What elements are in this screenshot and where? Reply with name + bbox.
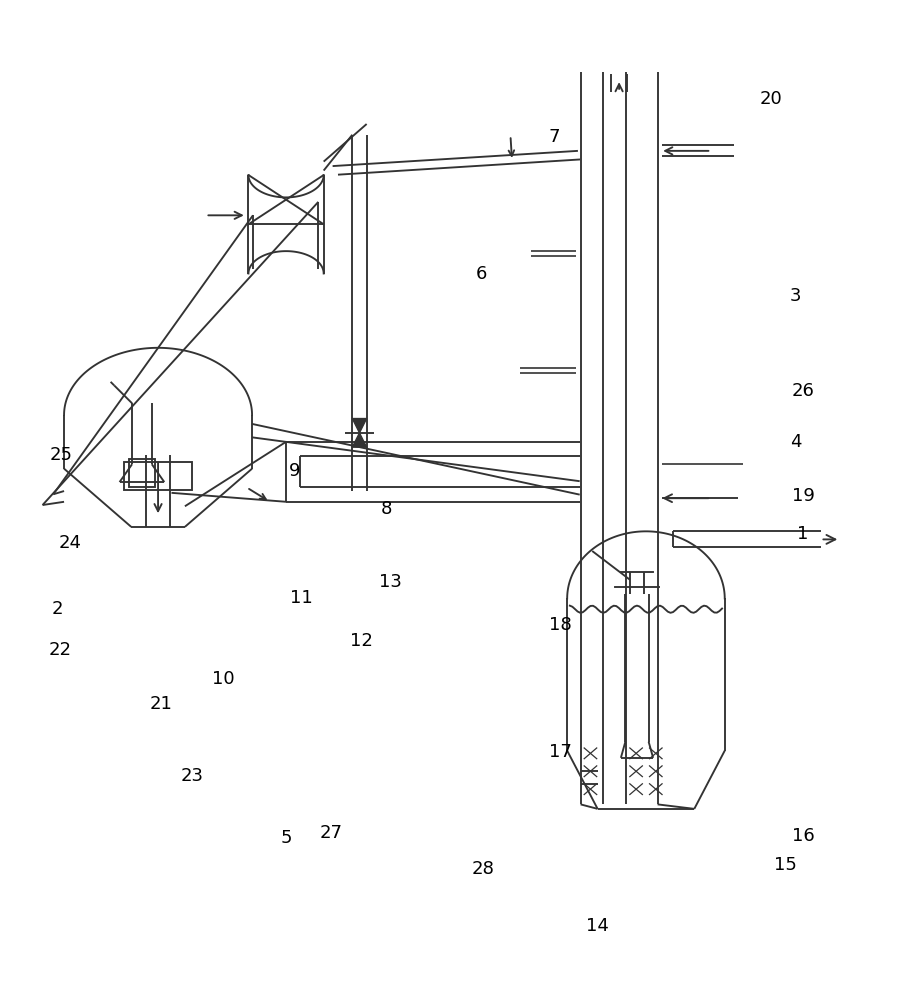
Text: 13: 13 [379, 573, 402, 591]
Text: 15: 15 [774, 856, 797, 874]
Text: 24: 24 [59, 534, 82, 552]
Text: 17: 17 [549, 743, 571, 761]
Text: 7: 7 [549, 128, 560, 146]
Text: 8: 8 [381, 500, 392, 518]
Text: 12: 12 [350, 632, 373, 650]
Text: 20: 20 [760, 90, 783, 108]
Text: 4: 4 [789, 433, 801, 451]
Bar [128, 459, 155, 487]
Text: 23: 23 [180, 767, 204, 785]
Text: 28: 28 [471, 860, 495, 878]
Text: 3: 3 [789, 287, 801, 305]
Text: 22: 22 [49, 641, 72, 659]
Text: 27: 27 [320, 824, 342, 842]
Text: 16: 16 [792, 827, 814, 845]
Text: 1: 1 [797, 525, 808, 543]
Polygon shape [352, 433, 366, 447]
Bar [124, 462, 192, 490]
Text: 11: 11 [290, 589, 313, 607]
Polygon shape [352, 419, 366, 433]
Text: 6: 6 [476, 265, 487, 283]
Text: 26: 26 [792, 382, 815, 400]
Text: 14: 14 [586, 917, 609, 935]
Text: 5: 5 [280, 829, 292, 847]
Text: 9: 9 [289, 462, 301, 480]
Text: 25: 25 [50, 446, 73, 464]
Text: 21: 21 [149, 695, 172, 713]
Text: 2: 2 [51, 600, 63, 618]
Text: 18: 18 [549, 616, 571, 634]
Text: 19: 19 [792, 487, 815, 505]
Text: 10: 10 [212, 670, 234, 688]
